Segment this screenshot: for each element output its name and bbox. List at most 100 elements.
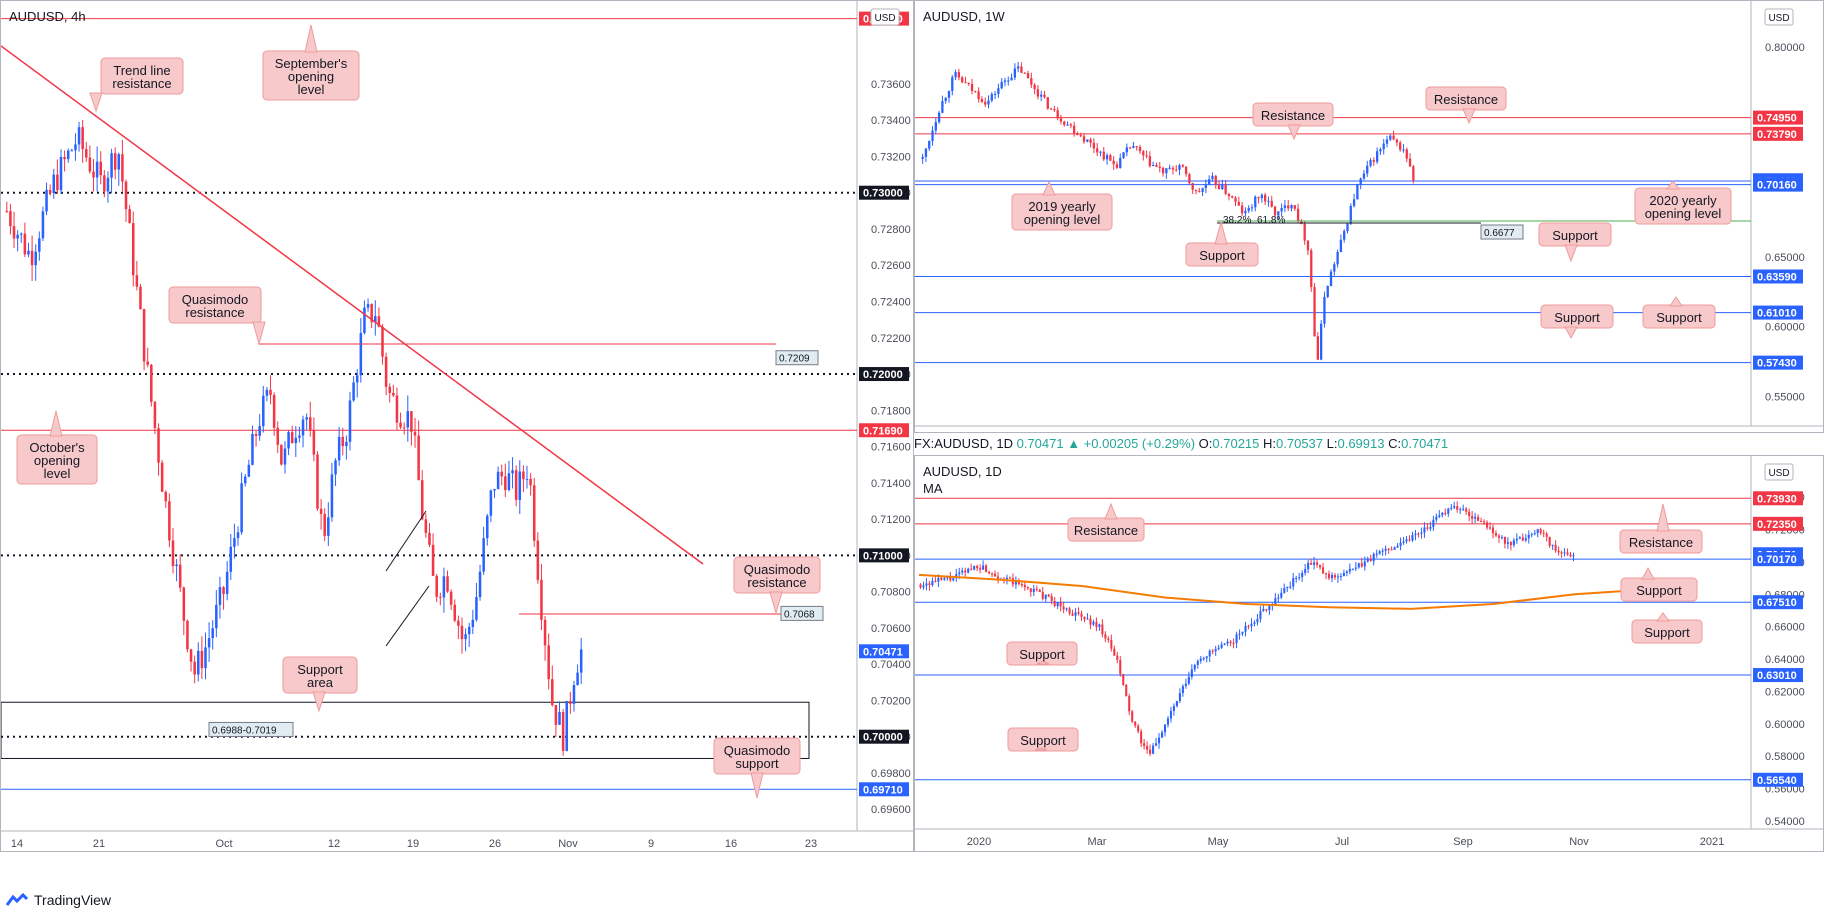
candle-body	[420, 480, 424, 520]
price-label-badge	[859, 367, 909, 382]
candle-body	[464, 634, 467, 640]
candle-body	[1262, 609, 1265, 612]
candle-body	[925, 583, 928, 586]
candle-body	[554, 705, 558, 725]
callout-annotation: Resistance	[1252, 102, 1334, 141]
plot-area: 0.540000.560000.580000.600000.620000.640…	[915, 456, 1823, 848]
candle-body	[1071, 613, 1074, 616]
candle-body	[233, 538, 236, 547]
candle-body	[1250, 207, 1254, 209]
candle-body	[1160, 732, 1164, 738]
x-tick-label: 9	[648, 838, 654, 850]
candle-body	[1026, 587, 1029, 589]
candle-body	[381, 326, 384, 357]
candle-body	[976, 566, 979, 569]
candle-body	[967, 82, 970, 85]
price-label-text: 0.69710	[863, 784, 903, 796]
candle-body	[996, 576, 1000, 580]
candle-body	[1056, 110, 1059, 119]
candle-body	[1149, 749, 1152, 754]
chart-panel-1w[interactable]: 0.550000.600000.650000.80000201820192020…	[914, 0, 1824, 433]
footer-brand[interactable]: TradingView	[34, 892, 112, 908]
candle-body	[1240, 205, 1244, 214]
candle-body	[1020, 66, 1023, 73]
candle-body	[1220, 644, 1223, 648]
y-tick-label: 0.64000	[1765, 654, 1805, 666]
chart-title: AUDUSD, 4h	[9, 9, 86, 24]
chart-4h[interactable]: 0.69600 0.69800 0.70000 0.70200 0.70400 0.706…	[1, 1, 914, 852]
candle-body	[207, 638, 211, 648]
y-tick-label: 0.71600	[871, 442, 911, 454]
candle-body	[988, 572, 991, 574]
callout-text: Trend line	[113, 63, 170, 78]
candle-body	[1521, 537, 1524, 541]
callout-annotation: Support	[1006, 641, 1078, 666]
candle-body	[27, 250, 30, 255]
candle-body	[45, 189, 48, 212]
symbol-infobar: FX:AUDUSD, 1D 0.70471 ▲ +0.00205 (+0.29%…	[914, 433, 1824, 455]
candle-body	[23, 233, 27, 255]
candle-body	[1379, 149, 1382, 152]
candle-body	[1241, 631, 1244, 634]
candle-body	[1527, 534, 1530, 539]
candle-body	[949, 577, 952, 581]
candle-body	[240, 483, 243, 533]
candle-body	[131, 223, 135, 276]
candle-body	[1165, 168, 1168, 174]
callout-annotation: Support	[1540, 304, 1614, 340]
fib-label: 61.8%	[1257, 215, 1285, 226]
price-label-badge	[859, 644, 909, 659]
candle-body	[1155, 165, 1158, 167]
callout-text: September's	[275, 56, 348, 71]
callout-annotation: Support	[1185, 220, 1259, 267]
candle-body	[1089, 618, 1092, 625]
chart-panel-1d[interactable]: 0.54000 0.56000 0.58000 0.60000 0.62000 0.640…	[914, 455, 1824, 852]
candle-body	[1274, 598, 1277, 605]
candle-body	[1444, 513, 1447, 515]
chart-1d[interactable]: 0.540000.560000.580000.600000.620000.640…	[915, 456, 1824, 852]
candle-body	[135, 275, 139, 287]
candle-body	[168, 501, 171, 541]
callout-box	[1007, 727, 1079, 752]
candle-body	[146, 361, 149, 365]
price-label-text: 0.63010	[1757, 670, 1797, 682]
candle-body	[1063, 121, 1066, 125]
candle-body	[319, 508, 323, 514]
chart-1w[interactable]: 0.550000.600000.650000.80000201820192020…	[915, 1, 1824, 433]
candle-body	[186, 620, 189, 650]
candle-body	[74, 144, 77, 151]
candle-body	[1480, 520, 1483, 522]
candle-body	[128, 209, 131, 224]
candle-body	[229, 546, 233, 572]
candle-body	[1080, 613, 1083, 617]
candle-body	[958, 572, 961, 575]
candle-body	[1352, 199, 1356, 206]
chart-panel-4h[interactable]: 0.69600 0.69800 0.70000 0.70200 0.70400 0.706…	[0, 0, 914, 852]
candle-body	[1474, 516, 1477, 519]
candle-body	[572, 685, 576, 704]
candle-body	[1178, 165, 1181, 170]
candle-body	[1351, 568, 1354, 570]
candle-body	[1405, 149, 1408, 159]
candle-body	[928, 140, 931, 149]
value-box-label	[208, 721, 294, 737]
candle-body	[370, 304, 373, 323]
candle-body	[1395, 139, 1399, 143]
candle-body	[1539, 529, 1542, 533]
candle-body	[1247, 625, 1250, 627]
candle-body	[1211, 650, 1214, 652]
candle-body	[934, 580, 937, 582]
candle-body	[272, 394, 276, 428]
candle-body	[1046, 97, 1049, 109]
candle-body	[471, 619, 475, 627]
callout-text: Quasimodo	[744, 562, 810, 577]
candle-body	[1319, 323, 1323, 360]
y-tick-label: 0.73600	[871, 79, 911, 91]
y-tick-label: 0.70200	[871, 695, 911, 707]
candle-body	[1140, 731, 1143, 744]
candle-body	[921, 156, 924, 159]
candle-body	[1112, 160, 1115, 165]
x-tick-label: 14	[11, 838, 23, 850]
candle-body	[215, 604, 218, 629]
